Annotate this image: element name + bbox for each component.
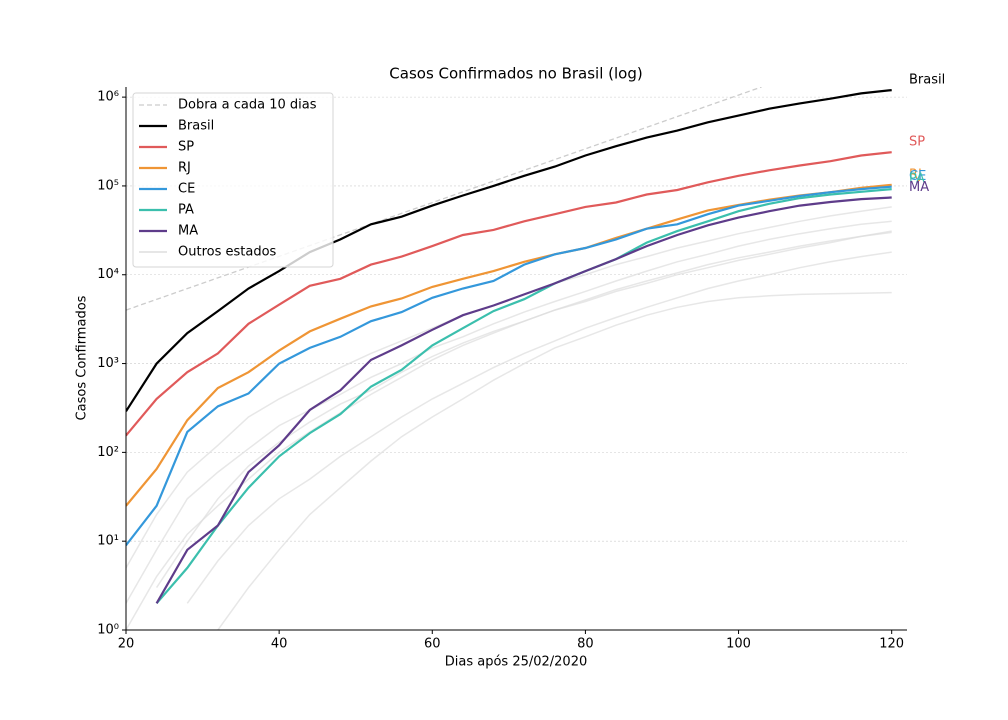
end-label: Brasil <box>909 73 945 88</box>
legend-label: Dobra a cada 10 dias <box>178 98 317 113</box>
legend-label: PA <box>178 203 194 218</box>
x-tick-label: 40 <box>271 637 288 652</box>
legend-label: RJ <box>178 161 191 176</box>
end-label: RJ <box>909 167 922 182</box>
y-tick-label: 10⁶ <box>97 90 119 105</box>
other-state-line <box>155 230 892 589</box>
y-tick-label: 10³ <box>97 356 119 371</box>
series-line <box>126 185 892 546</box>
y-tick-label: 10² <box>97 445 119 460</box>
reference-line <box>126 87 762 311</box>
other-state-line <box>126 231 892 630</box>
legend-label: Brasil <box>178 119 214 134</box>
chart-title: Casos Confirmados no Brasil (log) <box>389 65 642 83</box>
y-tick-label: 10⁰ <box>97 623 119 638</box>
legend-label: MA <box>178 224 198 239</box>
series-line <box>155 196 892 604</box>
end-label: PA <box>909 172 925 187</box>
x-tick-label: 100 <box>726 637 751 652</box>
x-tick-label: 20 <box>118 637 135 652</box>
series-line <box>126 151 892 437</box>
legend-box <box>132 92 334 268</box>
series-line <box>126 89 892 412</box>
x-tick-label: 120 <box>879 637 904 652</box>
x-tick-label: 80 <box>577 637 594 652</box>
other-state-line <box>126 220 892 604</box>
end-label: CE <box>909 169 926 184</box>
y-tick-label: 10⁴ <box>97 267 119 282</box>
legend-label: CE <box>178 182 195 197</box>
series-line <box>155 188 892 605</box>
other-state-line <box>186 251 892 604</box>
end-label: MA <box>909 180 929 195</box>
other-state-line <box>217 291 892 630</box>
y-tick-label: 10¹ <box>97 534 119 549</box>
x-axis-label: Dias após 25/02/2020 <box>445 655 588 670</box>
end-label: SP <box>909 135 925 150</box>
y-tick-label: 10⁵ <box>97 178 119 193</box>
legend-label: SP <box>178 140 194 155</box>
y-axis-label: Casos Confirmados <box>75 295 90 420</box>
legend-label: Outros estados <box>178 245 277 260</box>
x-tick-label: 60 <box>424 637 441 652</box>
